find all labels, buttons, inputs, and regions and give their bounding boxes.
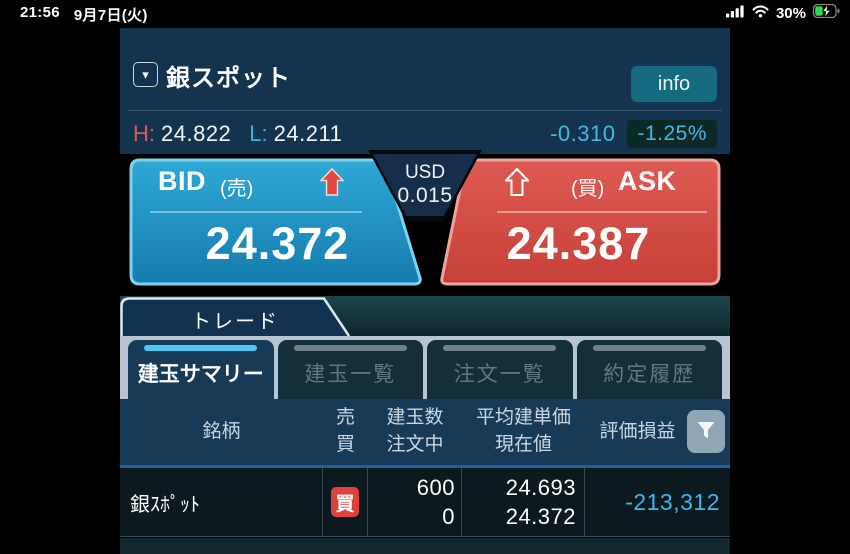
tab-indicator: [144, 345, 258, 351]
ask-label: ASK: [618, 166, 677, 196]
header-symbol: 銘柄: [202, 420, 241, 442]
date: 9月7日(火): [73, 7, 148, 24]
tab-order-list[interactable]: 注文一覧: [427, 340, 573, 399]
tab-position-summary[interactable]: 建玉サマリー: [128, 340, 274, 399]
spread-value: 0.015: [397, 183, 453, 207]
wifi-icon: [752, 5, 769, 22]
header-side: 売 買: [335, 407, 355, 455]
low-label: L:: [249, 121, 268, 146]
symbol-selector-button[interactable]: ▾: [133, 62, 158, 87]
row-quantity: 600 0: [368, 468, 462, 536]
divider: [120, 465, 730, 468]
change-percent-badge: -1.25%: [627, 120, 717, 148]
trading-app-panel: ▾ 銀スポット info H: 24.822 L: 24.211 -0.310 …: [120, 28, 730, 554]
clock: 21:56: [20, 4, 60, 21]
status-bar: 21:56 9月7日(火) 30%: [0, 0, 850, 28]
ask-button[interactable]: (買) ASK 24.387: [435, 158, 722, 286]
currency-label: USD: [404, 162, 446, 183]
ask-side-label: (買): [571, 178, 605, 200]
price-board: BID (売) 24.372: [120, 150, 730, 286]
trade-tab-strip: トレード: [120, 296, 730, 337]
bid-up-arrow-icon: [319, 167, 345, 196]
tab-indicator: [592, 345, 706, 351]
chevron-down-icon: ▾: [142, 67, 149, 82]
quote-header-section: ▾ 銀スポット info H: 24.822 L: 24.211 -0.310 …: [120, 28, 730, 154]
tab-indicator: [293, 345, 407, 351]
tab-position-list[interactable]: 建玉一覧: [277, 340, 423, 399]
row-symbol: 銀ｽﾎﾟｯﾄ: [120, 468, 323, 536]
divider: [128, 110, 722, 111]
battery-charging-icon: [812, 3, 841, 22]
header-price: 平均建単価 現在値: [475, 407, 571, 455]
divider: [150, 211, 362, 213]
bid-side-label: (売): [220, 178, 254, 200]
tab-trade[interactable]: トレード: [120, 296, 358, 337]
divider: [497, 211, 707, 213]
info-button[interactable]: info: [631, 66, 717, 102]
tab-execution-history[interactable]: 約定履歴: [576, 340, 722, 399]
high-low-row: H: 24.822 L: 24.211 -0.310 -1.25%: [133, 116, 717, 152]
symbol-title: 銀スポット: [166, 65, 291, 92]
trade-tab-label: トレード: [191, 311, 279, 333]
filter-button[interactable]: [687, 410, 725, 453]
bid-button[interactable]: BID (売) 24.372: [128, 158, 427, 286]
table-footer-strip: [120, 538, 730, 554]
cellular-signal-icon: [725, 5, 745, 22]
tab-indicator: [443, 345, 557, 351]
row-pnl: -213,312: [625, 488, 720, 515]
ask-up-arrow-outline-icon: [503, 167, 531, 196]
subtab-bar: 建玉サマリー 建玉一覧 注文一覧 約定履歴: [120, 336, 730, 399]
row-price: 24.693 24.372: [462, 468, 585, 536]
header-pnl: 評価損益: [585, 399, 730, 465]
header-quantity: 建玉数 注文中: [386, 407, 444, 455]
table-header: 銘柄 売 買 建玉数 注文中 平均建単価 現在値 評価損益: [120, 399, 730, 465]
change-value: -0.310: [550, 121, 616, 146]
low-value: 24.211: [273, 121, 343, 146]
buy-badge: 買: [331, 487, 359, 517]
battery-percent: 30%: [775, 4, 806, 22]
high-value: 24.822: [161, 121, 232, 146]
funnel-icon: [695, 419, 717, 444]
table-row[interactable]: 銀ｽﾎﾟｯﾄ 買 600 0 24.693 24.372 -213,312: [120, 468, 730, 537]
ask-price: 24.387: [506, 218, 651, 269]
bid-label: BID: [158, 166, 206, 196]
high-label: H:: [133, 121, 155, 146]
row-side: 買: [323, 468, 368, 536]
bid-price: 24.372: [205, 218, 350, 269]
